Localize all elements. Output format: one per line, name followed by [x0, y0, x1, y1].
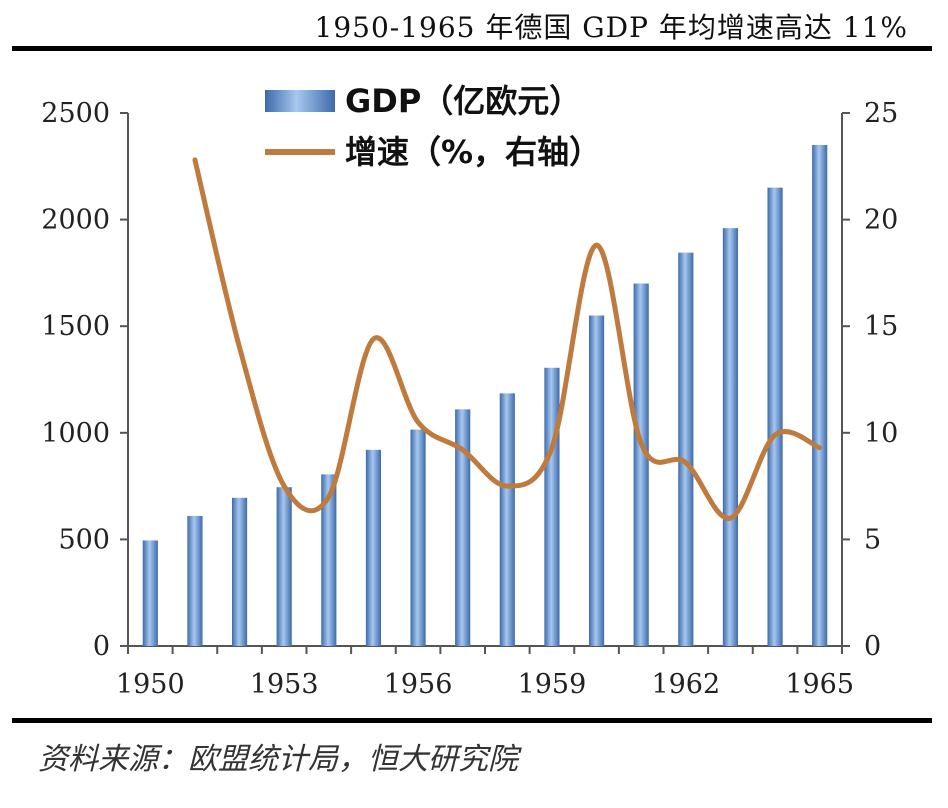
axes	[120, 112, 850, 654]
gdp-bar	[187, 515, 203, 646]
combo-chart: 0 500 1000 1500 2000 2500 0 5 10 15 20 25 1950 1953 19…	[41, 82, 898, 700]
left-tick-label: 1000	[41, 418, 110, 449]
top-rule	[12, 46, 932, 51]
gdp-bar	[410, 429, 426, 646]
x-tick-label: 1962	[651, 669, 720, 700]
right-tick-label: 25	[864, 98, 898, 129]
x-tick-label: 1965	[785, 669, 854, 700]
gdp-bar	[767, 187, 783, 646]
gdp-bar	[455, 409, 471, 646]
left-tick-label: 1500	[41, 311, 110, 342]
gdp-bar	[276, 487, 292, 646]
gdp-bar	[142, 540, 158, 646]
legend: GDP（亿欧元） 增速（%，右轴）	[265, 82, 601, 171]
gdp-bar	[365, 449, 382, 646]
legend-label-gdp: GDP（亿欧元）	[345, 82, 581, 120]
tick-labels: 0 500 1000 1500 2000 2500 0 5 10 15 20 25 1950 1953 19…	[41, 98, 898, 700]
gdp-bar	[499, 393, 515, 646]
legend-label-growth: 增速（%，右轴）	[345, 133, 601, 171]
right-tick-label: 20	[864, 205, 898, 236]
right-tick-label: 10	[864, 418, 898, 449]
left-tick-label: 2500	[41, 98, 110, 129]
gdp-bar	[321, 474, 337, 646]
x-tick-label: 1950	[116, 669, 185, 700]
left-tick-label: 0	[93, 631, 110, 662]
gdp-bar	[544, 367, 560, 646]
gdp-bar	[678, 252, 694, 646]
growth-line	[192, 157, 823, 521]
left-tick-label: 500	[58, 524, 110, 555]
right-tick-label: 15	[864, 311, 898, 342]
gdp-bar	[231, 497, 248, 646]
gdp-bar	[722, 228, 739, 647]
x-tick-label: 1956	[384, 669, 453, 700]
right-tick-label: 5	[864, 524, 881, 555]
legend-swatch-gdp	[265, 90, 335, 112]
right-tick-label: 0	[864, 631, 881, 662]
bottom-rule	[12, 718, 932, 723]
growth-line-path	[192, 157, 823, 521]
chart-title: 1950-1965 年德国 GDP 年均增速高达 11%	[314, 11, 908, 44]
gdp-bar	[588, 315, 605, 646]
gdp-bar	[812, 144, 828, 647]
left-tick-label: 2000	[41, 205, 110, 236]
x-tick-label: 1959	[518, 669, 587, 700]
x-tick-label: 1953	[250, 669, 319, 700]
source-note: 资料来源：欧盟统计局，恒大研究院	[38, 742, 518, 777]
gdp-bars	[142, 144, 828, 647]
gdp-bar	[633, 283, 649, 646]
